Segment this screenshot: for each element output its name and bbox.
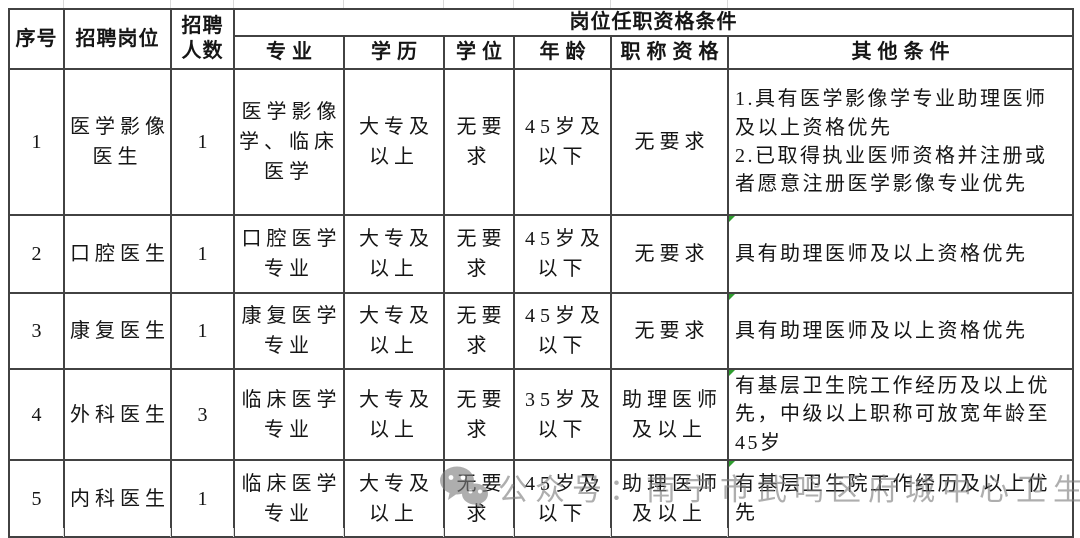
excel-gridline-stub <box>610 0 611 8</box>
cell-count: 3 <box>170 367 235 462</box>
cell-count: 1 <box>170 68 235 216</box>
cell-no: 5 <box>8 459 65 538</box>
cell-major: 口腔医学 专业 <box>233 214 345 294</box>
excel-gridline-stub <box>443 528 444 537</box>
cell-major: 康复医学 专业 <box>233 292 345 370</box>
column-header-age: 年龄 <box>513 35 612 70</box>
cell-other: 1.具有医学影像学专业助理医师及以上资格优先 2.已取得执业医师资格并注册或者愿… <box>726 68 1075 216</box>
cell-title: 助理医师 及以上 <box>610 459 729 538</box>
cell-degree: 无要 求 <box>443 292 515 370</box>
cell-major: 临床医学 专业 <box>233 367 345 462</box>
column-header-no: 序号 <box>8 8 65 70</box>
cell-other-text: 具有助理医师及以上资格优先 <box>735 242 1028 265</box>
cell-position: 外科医生 <box>63 367 172 462</box>
cell-title: 助理医师 及以上 <box>610 367 729 462</box>
excel-gridline-stub <box>343 0 344 8</box>
table-row: 4 外科医生 3 临床医学 专业 大专及 以上 无要 求 35岁及 以下 助理医… <box>8 367 1075 462</box>
excel-flag-icon <box>730 371 735 376</box>
cell-position: 口腔医生 <box>63 214 172 294</box>
cell-major: 医学影像 学、临床 医学 <box>233 68 345 216</box>
cell-age: 45岁及 以下 <box>513 292 612 370</box>
cell-other: 有基层卫生院工作经历及以上优先，中级以上职称可放宽年龄至45岁 <box>726 367 1075 462</box>
cell-other-text: 具有助理医师及以上资格优先 <box>735 319 1028 342</box>
cell-degree: 无要 求 <box>443 214 515 294</box>
cell-title: 无要求 <box>610 214 729 294</box>
cell-title: 无要求 <box>610 68 729 216</box>
table-row: 2 口腔医生 1 口腔医学 专业 大专及 以上 无要 求 45岁及 以下 无要求… <box>8 214 1075 294</box>
cell-education: 大专及 以上 <box>343 68 445 216</box>
table-row: 1 医学影像 医生 1 医学影像 学、临床 医学 大专及 以上 无要 求 45岁… <box>8 68 1075 216</box>
column-header-title: 职称资格 <box>610 35 729 70</box>
cell-other: 具有助理医师及以上资格优先 <box>726 292 1075 370</box>
excel-gridline-stub <box>513 528 514 537</box>
cell-no: 1 <box>8 68 65 216</box>
cell-no: 3 <box>8 292 65 370</box>
column-header-degree: 学位 <box>443 35 515 70</box>
excel-gridline-stub <box>610 528 611 537</box>
cell-position: 医学影像 医生 <box>63 68 172 216</box>
excel-gridline-stub <box>727 528 728 537</box>
excel-gridline-stub <box>513 0 514 8</box>
cell-count: 1 <box>170 459 235 538</box>
column-header-major: 专业 <box>233 35 345 70</box>
column-header-other: 其他条件 <box>726 35 1075 70</box>
cell-title: 无要求 <box>610 292 729 370</box>
cell-other: 有基层卫生院工作经历及以上优先 <box>726 459 1075 538</box>
cell-age: 45岁及 以下 <box>513 214 612 294</box>
excel-gridline-stub <box>170 528 171 537</box>
cell-education: 大专及 以上 <box>343 459 445 538</box>
cell-other-text: 1.具有医学影像学专业助理医师及以上资格优先 2.已取得执业医师资格并注册或者愿… <box>735 88 1048 196</box>
excel-gridline-stub <box>63 528 64 537</box>
cell-age: 45岁及 以下 <box>513 68 612 216</box>
excel-gridline-stub <box>63 0 64 8</box>
cell-major: 临床医学 专业 <box>233 459 345 538</box>
excel-gridline-stub <box>170 0 171 8</box>
cell-degree: 无要 求 <box>443 367 515 462</box>
cell-degree: 无要 求 <box>443 459 515 538</box>
cell-position: 康复医生 <box>63 292 172 370</box>
excel-flag-icon <box>730 217 735 222</box>
cell-no: 2 <box>8 214 65 294</box>
column-header-count: 招聘 人数 <box>170 8 235 70</box>
recruitment-table: 序号 招聘岗位 招聘 人数 岗位任职资格条件 专业 学历 学位 年龄 职称资格 … <box>8 8 1075 538</box>
excel-gridline-stub <box>727 0 728 8</box>
excel-flag-icon <box>730 295 735 300</box>
cell-other-text: 有基层卫生院工作经历及以上优先 <box>735 473 1050 524</box>
excel-gridline-stub <box>233 0 234 8</box>
table-row: 5 内科医生 1 临床医学 专业 大专及 以上 无要 求 45岁及 以下 助理医… <box>8 459 1075 538</box>
cell-position: 内科医生 <box>63 459 172 538</box>
cell-education: 大专及 以上 <box>343 292 445 370</box>
column-header-education: 学历 <box>343 35 445 70</box>
excel-gridline-stub <box>233 528 234 537</box>
cell-education: 大专及 以上 <box>343 367 445 462</box>
table-row: 3 康复医生 1 康复医学 专业 大专及 以上 无要 求 45岁及 以下 无要求… <box>8 292 1075 370</box>
cell-age: 45岁及 以下 <box>513 459 612 538</box>
column-header-qualification: 岗位任职资格条件 <box>232 8 1075 37</box>
excel-gridline-stub <box>343 528 344 537</box>
column-header-position: 招聘岗位 <box>63 8 172 70</box>
cell-count: 1 <box>170 214 235 294</box>
cell-count: 1 <box>170 292 235 370</box>
excel-flag-icon <box>730 462 735 468</box>
cell-degree: 无要 求 <box>443 68 515 216</box>
excel-gridline-stub <box>443 0 444 8</box>
cell-no: 4 <box>8 367 65 462</box>
cell-other: 具有助理医师及以上资格优先 <box>726 214 1075 294</box>
cell-other-text: 有基层卫生院工作经历及以上优先，中级以上职称可放宽年龄至45岁 <box>735 375 1050 454</box>
cell-education: 大专及 以上 <box>343 214 445 294</box>
cell-age: 35岁及 以下 <box>513 367 612 462</box>
